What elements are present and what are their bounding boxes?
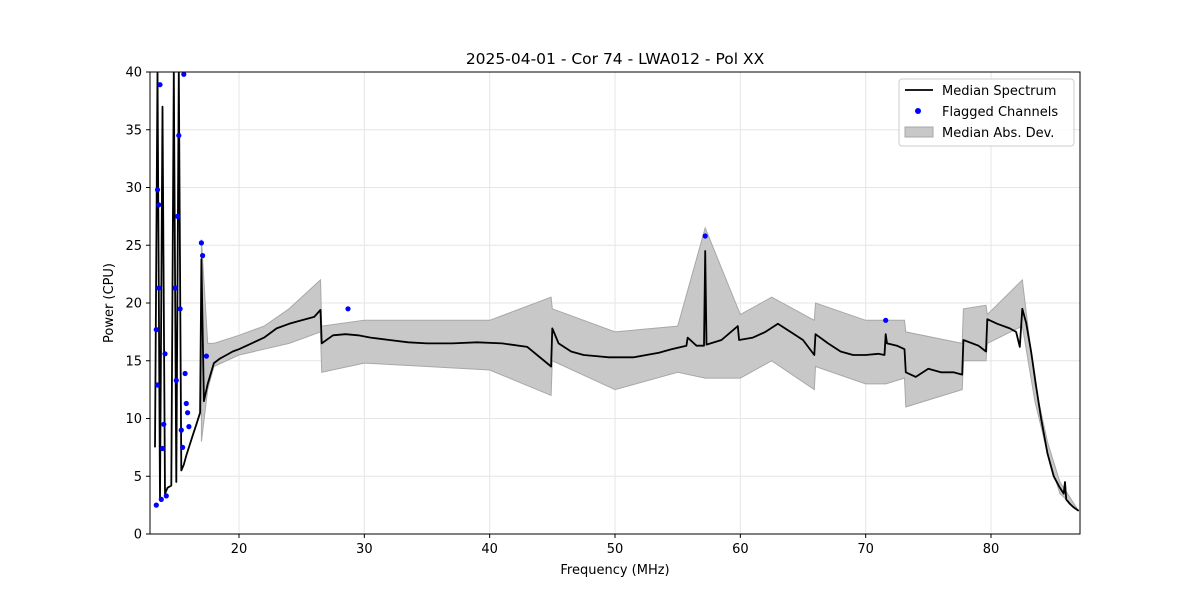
flagged-channel-point [200, 253, 206, 259]
y-tick-label: 5 [134, 470, 142, 485]
x-tick-label: 60 [732, 542, 749, 557]
flagged-channel-point [172, 285, 178, 291]
flagged-channel-point [181, 72, 187, 77]
flagged-channel-point [154, 187, 161, 193]
flagged-channel-point [175, 213, 181, 219]
flagged-channel-point [182, 370, 188, 377]
flagged-channel-point [156, 202, 162, 208]
flagged-channel-point [154, 382, 161, 388]
y-tick-label: 30 [125, 181, 142, 196]
flagged-channel-point [163, 493, 169, 499]
flagged-channel-point [178, 427, 184, 433]
median-spectrum-line [154, 72, 1080, 512]
x-tick-label: 80 [983, 542, 1000, 557]
x-tick-label: 50 [607, 542, 624, 557]
x-tick-label: 30 [356, 542, 373, 557]
flagged-channel-point [183, 400, 189, 407]
flagged-channel-point [158, 496, 164, 502]
y-tick-label: 15 [125, 354, 142, 369]
legend-box [898, 78, 1075, 147]
y-tick-label: 25 [125, 239, 142, 254]
x-tick-label: 70 [857, 542, 874, 557]
flagged-channel-point [186, 424, 192, 430]
flagged-channel-point [159, 445, 166, 452]
flagged-channel-point [153, 327, 159, 333]
y-tick-label: 20 [125, 297, 142, 312]
legend: Median Spectrum Flagged Channels Median … [898, 78, 1075, 147]
flagged-channel-point [185, 410, 191, 416]
y-tick-label: 40 [125, 66, 142, 81]
flagged-channel-point [883, 317, 889, 323]
y-axis-label: Power (CPU) [102, 263, 117, 343]
x-tick-label: 20 [231, 542, 248, 557]
flagged-channel-point [702, 233, 708, 239]
y-tick-label: 10 [125, 412, 142, 427]
flagged-channel-point [161, 421, 167, 427]
legend-median-label: Median Spectrum [942, 84, 1056, 99]
x-tick-label: 40 [481, 542, 498, 557]
flagged-channel-point [198, 240, 204, 246]
flagged-channel-point [177, 306, 183, 312]
chart-title: 2025-04-01 - Cor 74 - LWA012 - Pol XX [466, 50, 765, 68]
legend-mad-swatch [904, 126, 934, 138]
legend-mad-label: Median Abs. Dev. [942, 126, 1054, 141]
legend-flagged-swatch [915, 108, 921, 114]
flagged-channel-point [345, 306, 351, 312]
y-tick-label: 0 [134, 528, 142, 543]
axis-ticks: 20 30 40 50 60 70 80 0 5 10 15 20 25 30 35 40 [125, 66, 999, 558]
plot-area [153, 72, 1080, 512]
flagged-channel-point [180, 444, 186, 450]
flagged-channel-point [156, 285, 162, 291]
flagged-channel-point [157, 82, 163, 88]
y-tick-label: 35 [125, 123, 142, 138]
flagged-channel-point [173, 377, 179, 383]
flagged-channel-point [162, 351, 168, 357]
flagged-channel-point [153, 502, 159, 508]
flagged-channel-point [176, 132, 182, 139]
x-axis-label: Frequency (MHz) [560, 563, 669, 578]
legend-flagged-label: Flagged Channels [942, 105, 1058, 120]
flagged-channel-point [203, 353, 209, 359]
